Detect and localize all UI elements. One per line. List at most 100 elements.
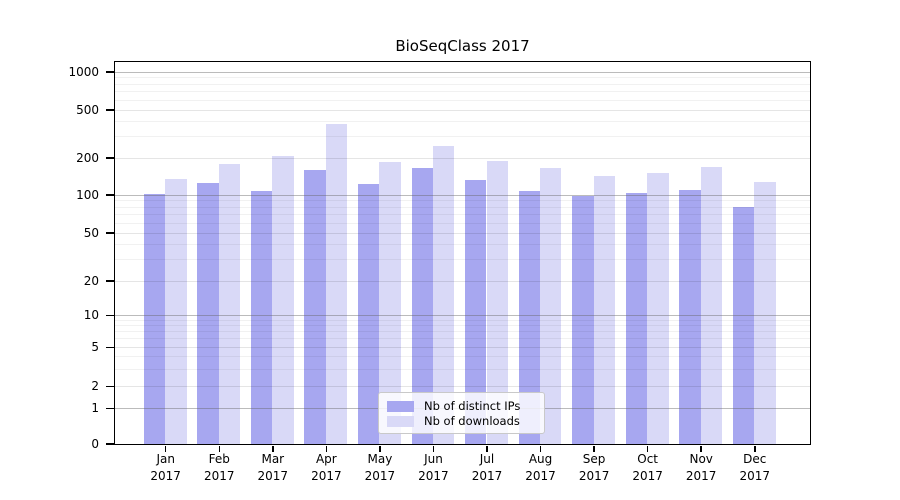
bar-distinct-ips-feb bbox=[197, 183, 219, 444]
chart-title: BioSeqClass 2017 bbox=[395, 37, 530, 55]
x-tick-mark bbox=[646, 445, 649, 452]
y-tick-mark bbox=[106, 385, 114, 388]
gridline-minor bbox=[114, 320, 810, 321]
x-tick-mark bbox=[593, 445, 595, 452]
y-tick-mark bbox=[106, 346, 114, 349]
gridline-minor bbox=[114, 222, 810, 224]
bar-downloads-jun bbox=[432, 146, 455, 444]
x-tick-label-mar: Mar 2017 bbox=[257, 452, 289, 483]
gridline bbox=[114, 280, 810, 282]
y-tick-mark bbox=[106, 280, 114, 282]
y-tick-mark bbox=[106, 71, 114, 73]
x-tick-label-oct: Oct 2017 bbox=[632, 452, 663, 483]
gridline-major bbox=[114, 315, 810, 317]
gridline-major bbox=[114, 71, 810, 73]
y-tick-mark bbox=[106, 232, 114, 234]
legend-item-distinct-ips: Nb of distinct IPs bbox=[387, 399, 536, 413]
x-tick-mark bbox=[379, 445, 381, 452]
bar-distinct-ips-apr bbox=[304, 170, 326, 444]
bar-distinct-ips-jan bbox=[143, 193, 166, 444]
bar-downloads-aug bbox=[540, 167, 562, 444]
bar-downloads-feb bbox=[218, 164, 241, 444]
legend-swatch-downloads bbox=[387, 415, 414, 427]
bar-downloads-dec bbox=[754, 182, 776, 444]
x-tick-label-feb: Feb 2017 bbox=[203, 452, 235, 483]
gridline-minor bbox=[114, 83, 810, 85]
bar-downloads-jan bbox=[165, 179, 187, 444]
gridline-minor bbox=[114, 214, 810, 216]
y-tick-label: 500 bbox=[76, 102, 99, 117]
gridline-minor bbox=[114, 244, 810, 246]
x-tick-mark bbox=[272, 445, 274, 452]
x-tick-label-dec: Dec 2017 bbox=[739, 452, 771, 483]
x-tick-label-may: May 2017 bbox=[364, 452, 396, 483]
x-tick-label-jun: Jun 2017 bbox=[418, 452, 449, 483]
bar-downloads-apr bbox=[325, 123, 348, 444]
y-tick-label: 0 bbox=[91, 436, 99, 451]
y-tick-mark bbox=[106, 407, 114, 410]
gridline-major bbox=[114, 194, 810, 196]
bar-distinct-ips-jul bbox=[465, 180, 487, 444]
legend-item-downloads: Nb of downloads bbox=[387, 414, 536, 428]
gridline-minor bbox=[114, 136, 810, 138]
x-tick-mark bbox=[218, 445, 220, 452]
y-tick-mark bbox=[106, 443, 114, 445]
y-tick-mark bbox=[106, 314, 114, 317]
x-tick-label-aug: Aug 2017 bbox=[525, 452, 556, 483]
y-tick-label: 1000 bbox=[68, 64, 99, 79]
legend-swatch-distinct-ips bbox=[387, 400, 414, 412]
bar-distinct-ips-mar bbox=[250, 191, 273, 444]
gridline bbox=[114, 109, 810, 111]
gridline-minor bbox=[114, 338, 810, 340]
x-tick-label-apr: Apr 2017 bbox=[311, 452, 342, 483]
gridline-minor bbox=[114, 259, 810, 261]
gridline-minor bbox=[114, 99, 810, 101]
y-tick-mark bbox=[106, 157, 114, 159]
y-tick-label: 100 bbox=[76, 187, 99, 202]
bar-distinct-ips-aug bbox=[518, 191, 541, 444]
legend: Nb of distinct IPs Nb of downloads bbox=[378, 392, 545, 434]
x-tick-label-sep: Sep 2017 bbox=[578, 452, 610, 483]
gridline-minor bbox=[114, 206, 810, 208]
y-tick-label: 10 bbox=[83, 308, 99, 323]
bar-distinct-ips-may bbox=[358, 184, 380, 444]
x-tick-mark bbox=[754, 445, 756, 452]
bar-downloads-may bbox=[379, 161, 401, 444]
y-tick-label: 1 bbox=[91, 400, 99, 415]
gridline-minor bbox=[114, 200, 810, 202]
gridline-minor bbox=[114, 325, 810, 327]
bar-downloads-nov bbox=[700, 167, 723, 444]
x-tick-label-jul: Jul 2017 bbox=[471, 452, 503, 483]
x-tick-mark bbox=[486, 445, 488, 452]
x-tick-mark bbox=[325, 445, 328, 452]
legend-label-distinct-ips: Nb of distinct IPs bbox=[424, 399, 521, 413]
x-tick-mark bbox=[164, 445, 167, 452]
gridline-minor bbox=[114, 356, 810, 358]
gridline-minor bbox=[114, 121, 810, 123]
x-tick-label-nov: Nov 2017 bbox=[685, 452, 717, 483]
gridline bbox=[114, 386, 810, 388]
gridline bbox=[114, 346, 810, 348]
gridline-minor bbox=[114, 368, 810, 370]
x-tick-mark bbox=[700, 445, 702, 452]
gridline-minor bbox=[114, 331, 810, 333]
gridline-minor bbox=[114, 91, 810, 93]
bar-downloads-mar bbox=[272, 155, 294, 444]
y-tick-label: 5 bbox=[91, 339, 99, 354]
y-tick-mark bbox=[106, 194, 114, 196]
plot-area bbox=[113, 60, 811, 445]
y-tick-label: 2 bbox=[91, 379, 99, 394]
y-tick-label: 50 bbox=[83, 225, 99, 240]
bar-distinct-ips-sep bbox=[572, 196, 594, 444]
y-tick-label: 200 bbox=[76, 150, 99, 165]
y-tick-mark bbox=[106, 109, 114, 111]
gridline bbox=[114, 157, 810, 159]
bar-distinct-ips-oct bbox=[625, 193, 648, 444]
bar-distinct-ips-nov bbox=[679, 190, 701, 444]
legend-label-downloads: Nb of downloads bbox=[424, 414, 520, 428]
gridline-minor bbox=[114, 77, 810, 79]
x-tick-label-jan: Jan 2017 bbox=[150, 452, 181, 483]
gridline bbox=[114, 232, 810, 234]
y-tick-label: 20 bbox=[83, 273, 99, 288]
